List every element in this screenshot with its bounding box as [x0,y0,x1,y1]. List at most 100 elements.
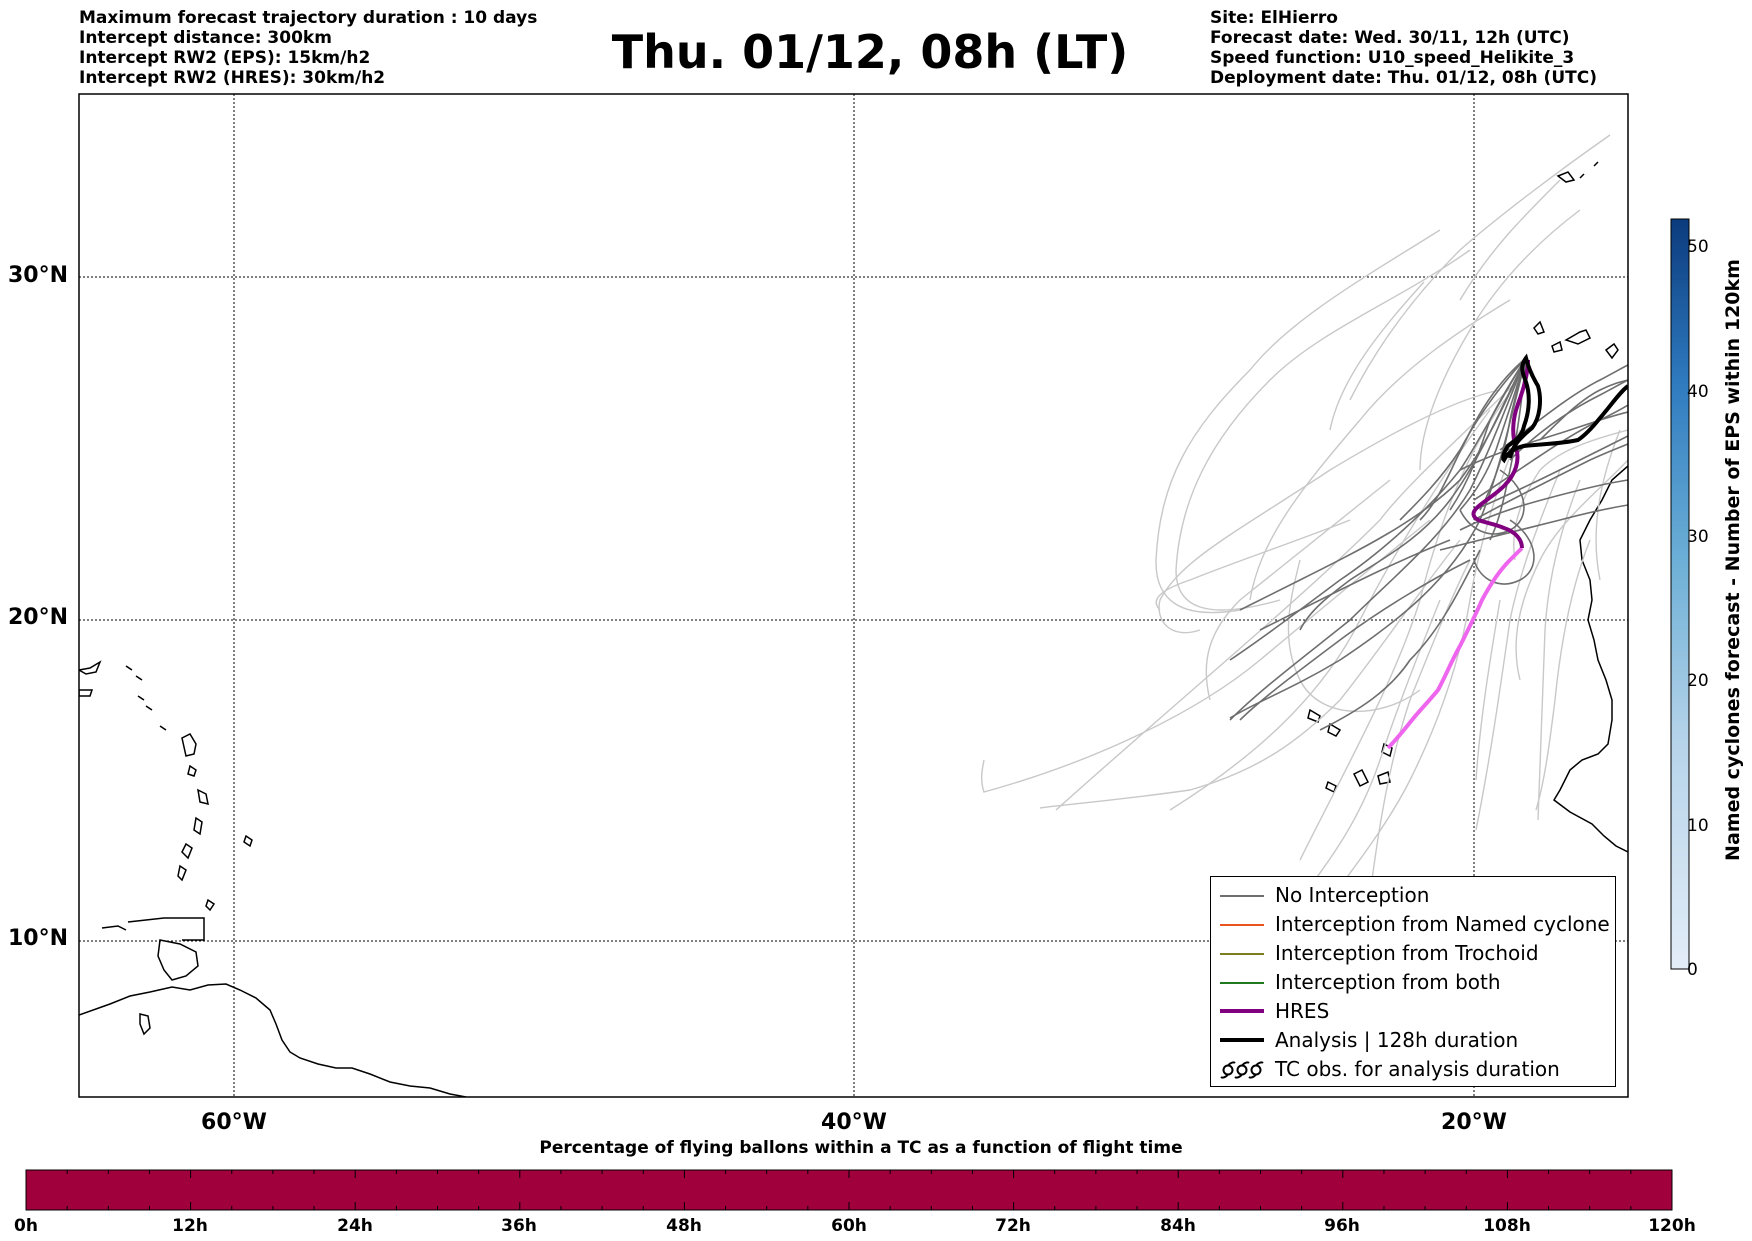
tc-percentage-timebar [25,1169,1673,1211]
lat-label-10n: 10°N [8,926,69,951]
intercept-eps-text: Intercept RW2 (EPS): 15km/h2 [79,48,371,68]
hres-track-late [1471,359,1530,549]
legend-label: No Interception [1275,883,1430,907]
legend-item-no-interception: No Interception [1211,881,1615,910]
eps-dark-track [1499,364,1628,451]
eps-light-track [1249,299,1511,601]
legend-swatch [1220,982,1264,984]
eps-dark-track [1259,539,1451,631]
eps-dark-track [1539,379,1628,441]
legend-item-named-cyclone: Interception from Named cyclone [1211,910,1615,939]
eps-light-track [1419,209,1581,471]
legend-label: Analysis | 128h duration [1275,1028,1519,1052]
timebar-tick-marks [25,1170,1673,1210]
intercept-distance-text: Intercept distance: 300km [79,28,332,48]
deployment-date-text: Deployment date: Thu. 01/12, 08h (UTC) [1210,68,1597,88]
eps-light-track [1329,429,1521,901]
lesser-antilles [177,733,216,912]
eps-light-track [1371,559,1471,881]
trinidad-coast [157,939,199,981]
eps-light-track [1287,559,1421,713]
lon-label-40w: 40°W [821,1110,887,1135]
legend-label: Interception from both [1275,970,1501,994]
colorbar-tick: 50 [1687,237,1709,257]
eps-dark-track [1439,504,1628,551]
eps-dark-track [1399,357,1527,521]
map-frame [78,93,1629,1098]
timebar-tick-label: 84h [1160,1216,1196,1236]
colorbar-tick: 10 [1687,816,1709,836]
legend-swatch [1220,924,1264,926]
analysis-track [1501,353,1628,464]
eps-light-track [1205,479,1391,701]
timebar-tick-label: 96h [1324,1216,1360,1236]
timebar-tick-label: 120h [1648,1216,1696,1236]
eps-light-track [1329,281,1425,431]
legend-label: HRES [1275,999,1330,1023]
eps-light-track [1155,519,1351,611]
timebar-tick-label: 0h [14,1216,38,1236]
legend-item-hres: HRES [1211,997,1615,1026]
eps-trajectories-dark [1229,357,1628,731]
tobago-coast [139,1013,151,1036]
eps-light-track [1155,229,1441,614]
map-graticule [79,94,1628,1097]
timebar-tick-label: 60h [831,1216,867,1236]
south-america-coast [79,983,467,1097]
colorbar-tick: 0 [1687,960,1698,980]
colorbar-tick: 30 [1687,527,1709,547]
eps-dark-track [1459,479,1628,531]
eps-dark-track [1319,549,1481,731]
map-legend: No Interception Interception from Named … [1210,876,1616,1087]
colorbar-tick: 40 [1687,382,1709,402]
timebar-tick-label: 108h [1483,1216,1531,1236]
timebar-tick-label: 48h [666,1216,702,1236]
eps-light-track [1535,539,1591,811]
eps-light-track [1515,459,1628,681]
hres-track-early [1386,546,1524,750]
venezuela-islands [101,917,205,941]
eps-light-track [1475,469,1561,831]
legend-swatch [1220,1009,1264,1013]
eps-dark-track [1473,443,1628,521]
eps-dark-track [1239,559,1471,721]
legend-swatch [1220,953,1264,955]
canary-islands [1533,320,1619,360]
eps-light-track [1169,409,1491,811]
legend-label: Interception from Named cyclone [1275,912,1610,936]
intercept-hres-text: Intercept RW2 (HRES): 30km/h2 [79,68,386,88]
eps-light-track [1299,379,1521,861]
timebar-tick-label: 24h [337,1216,373,1236]
puerto-rico-coast [79,660,102,697]
timebar-tick-label: 12h [172,1216,208,1236]
madeira-islands [1556,161,1599,183]
legend-item-analysis: Analysis | 128h duration [1211,1026,1615,1055]
eps-light-track [1039,539,1461,809]
timebar-tick-label: 72h [995,1216,1031,1236]
forecast-date-text: Forecast date: Wed. 30/11, 12h (UTC) [1210,28,1570,48]
eps-dark-track [1229,357,1527,721]
legend-label: TC obs. for analysis duration [1275,1057,1560,1081]
cyclone-symbols-icon [1220,1061,1264,1079]
eps-dark-track [1509,379,1628,461]
max-duration-text: Maximum forecast trajectory duration : 1… [79,8,538,28]
colorbar-label: Named cyclones forecast - Number of EPS … [1722,259,1744,861]
eps-dark-track [1459,357,1527,511]
legend-swatch [1220,895,1264,897]
lat-label-30n: 30°N [8,263,69,288]
legend-item-trochoid: Interception from Trochoid [1211,939,1615,968]
timebar-caption: Percentage of flying ballons within a TC… [539,1138,1183,1158]
lon-label-20w: 20°W [1441,1110,1507,1135]
west-africa-coast [1553,465,1628,853]
eps-light-track [1459,179,1561,301]
eps-light-track [1299,599,1441,901]
eps-light-track [1537,479,1581,821]
colorbar-tick: 20 [1687,671,1709,691]
eps-dark-track [1449,357,1527,511]
legend-item-both: Interception from both [1211,968,1615,997]
header-left-info: Maximum forecast trajectory duration : 1… [79,8,537,88]
virgin-islands [125,665,167,731]
eps-light-track [1349,134,1611,401]
eps-dark-track [1473,519,1535,585]
speed-function-text: Speed function: U10_speed_Helikite_3 [1210,48,1575,68]
